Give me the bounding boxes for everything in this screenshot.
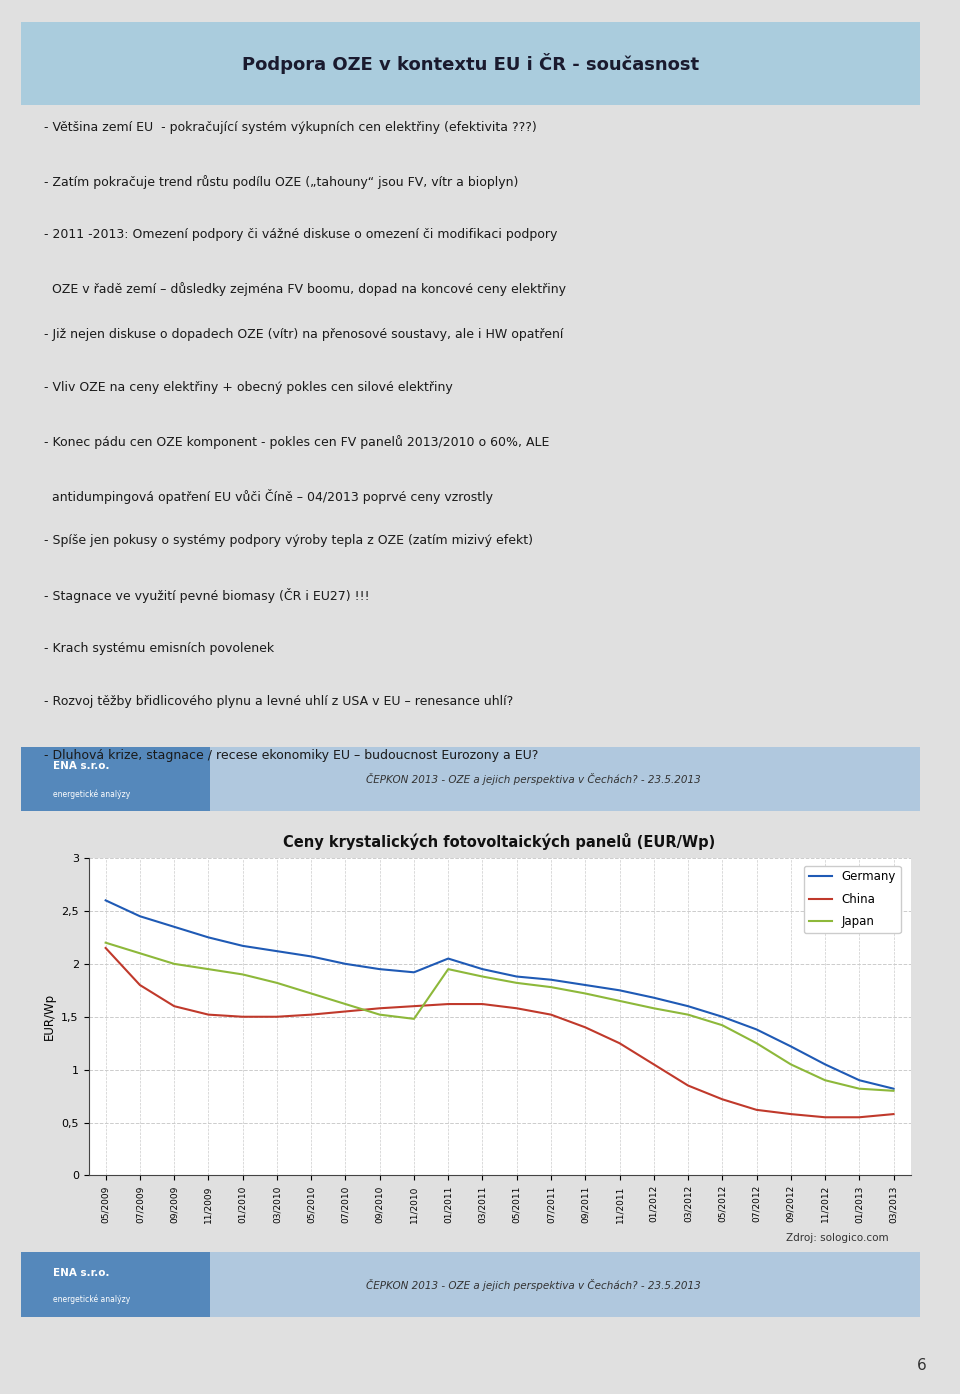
Text: Zdroj: sologico.com: Zdroj: sologico.com (785, 1232, 888, 1243)
FancyBboxPatch shape (21, 747, 210, 811)
Legend: Germany, China, Japan: Germany, China, Japan (804, 866, 900, 933)
Text: - Dluhová krize, stagnace / recese ekonomiky EU – budoucnost Eurozony a EU?: - Dluhová krize, stagnace / recese ekono… (43, 749, 538, 763)
Text: - 2011 -2013: Omezení podpory či vážné diskuse o omezení či modifikaci podpory: - 2011 -2013: Omezení podpory či vážné d… (43, 229, 557, 241)
Text: - Většina zemí EU  - pokračující systém výkupních cen elektřiny (efektivita ???): - Většina zemí EU - pokračující systém v… (43, 121, 537, 134)
Text: OZE v řadě zemí – důsledky zejména FV boomu, dopad na koncové ceny elektřiny: OZE v řadě zemí – důsledky zejména FV bo… (43, 282, 565, 296)
Text: - Vliv OZE na ceny elektřiny + obecný pokles cen silové elektřiny: - Vliv OZE na ceny elektřiny + obecný po… (43, 382, 452, 395)
Text: antidumpingová opatření EU vůči Číně – 04/2013 poprvé ceny vzrostly: antidumpingová opatření EU vůči Číně – 0… (43, 489, 492, 503)
Text: ENA s.r.o.: ENA s.r.o. (53, 761, 109, 771)
Text: - Rozvoj těžby břidlicového plynu a levné uhlí z USA v EU – renesance uhlí?: - Rozvoj těžby břidlicového plynu a levn… (43, 696, 513, 708)
Text: energetické analýzy: energetické analýzy (53, 789, 130, 799)
Text: - Již nejen diskuse o dopadech OZE (vítr) na přenosové soustavy, ale i HW opatře: - Již nejen diskuse o dopadech OZE (vítr… (43, 328, 563, 340)
Text: - Konec pádu cen OZE komponent - pokles cen FV panelů 2013/2010 o 60%, ALE: - Konec pádu cen OZE komponent - pokles … (43, 435, 549, 449)
FancyBboxPatch shape (21, 747, 920, 811)
Text: ČEPKON 2013 - OZE a jejich perspektiva v Čechách? - 23.5.2013: ČEPKON 2013 - OZE a jejich perspektiva v… (366, 1278, 701, 1291)
Text: ENA s.r.o.: ENA s.r.o. (53, 1269, 109, 1278)
Y-axis label: EUR/Wp: EUR/Wp (42, 993, 56, 1040)
FancyBboxPatch shape (21, 1252, 920, 1317)
Title: Ceny krystalických fotovoltaických panelů (EUR/Wp): Ceny krystalických fotovoltaických panel… (283, 834, 716, 850)
Text: - Stagnace ve využití pevné biomasy (ČR i EU27) !!!: - Stagnace ve využití pevné biomasy (ČR … (43, 588, 370, 604)
FancyBboxPatch shape (21, 1252, 210, 1317)
Text: - Krach systému emisních povolenek: - Krach systému emisních povolenek (43, 641, 274, 655)
Text: 6: 6 (917, 1358, 926, 1373)
Text: - Zatím pokračuje trend růstu podílu OZE („tahouny“ jsou FV, vítr a bioplyn): - Zatím pokračuje trend růstu podílu OZE… (43, 174, 518, 188)
Text: - Spíše jen pokusy o systémy podpory výroby tepla z OZE (zatím mizivý efekt): - Spíše jen pokusy o systémy podpory výr… (43, 534, 533, 548)
Text: ČEPKON 2013 - OZE a jejich perspektiva v Čechách? - 23.5.2013: ČEPKON 2013 - OZE a jejich perspektiva v… (366, 772, 701, 785)
Text: Podpora OZE v kontextu EU i ČR - současnost: Podpora OZE v kontextu EU i ČR - současn… (242, 53, 699, 74)
FancyBboxPatch shape (21, 22, 920, 105)
Text: energetické analýzy: energetické analýzy (53, 1294, 130, 1303)
